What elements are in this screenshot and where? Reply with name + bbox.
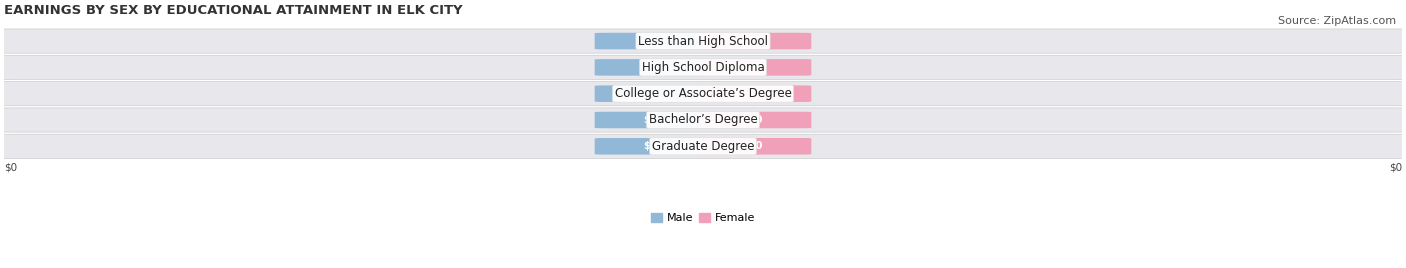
Text: $0: $0 bbox=[748, 115, 762, 125]
Text: $0: $0 bbox=[644, 141, 658, 151]
FancyBboxPatch shape bbox=[700, 85, 811, 102]
Text: Source: ZipAtlas.com: Source: ZipAtlas.com bbox=[1278, 16, 1396, 26]
Text: $0: $0 bbox=[644, 115, 658, 125]
FancyBboxPatch shape bbox=[595, 85, 706, 102]
Text: Bachelor’s Degree: Bachelor’s Degree bbox=[648, 113, 758, 126]
Text: $0: $0 bbox=[1389, 163, 1402, 173]
Text: $0: $0 bbox=[4, 163, 17, 173]
Text: $0: $0 bbox=[644, 36, 658, 46]
Text: EARNINGS BY SEX BY EDUCATIONAL ATTAINMENT IN ELK CITY: EARNINGS BY SEX BY EDUCATIONAL ATTAINMEN… bbox=[4, 4, 463, 17]
Text: $0: $0 bbox=[748, 89, 762, 99]
FancyBboxPatch shape bbox=[0, 108, 1406, 132]
FancyBboxPatch shape bbox=[700, 33, 811, 49]
FancyBboxPatch shape bbox=[0, 29, 1406, 53]
FancyBboxPatch shape bbox=[700, 59, 811, 76]
Text: $0: $0 bbox=[644, 89, 658, 99]
Text: High School Diploma: High School Diploma bbox=[641, 61, 765, 74]
FancyBboxPatch shape bbox=[595, 59, 706, 76]
FancyBboxPatch shape bbox=[0, 55, 1406, 80]
Text: $0: $0 bbox=[748, 36, 762, 46]
FancyBboxPatch shape bbox=[595, 33, 706, 49]
FancyBboxPatch shape bbox=[595, 112, 706, 128]
FancyBboxPatch shape bbox=[0, 134, 1406, 158]
Text: $0: $0 bbox=[748, 141, 762, 151]
Text: $0: $0 bbox=[748, 62, 762, 72]
FancyBboxPatch shape bbox=[700, 138, 811, 155]
Text: College or Associate’s Degree: College or Associate’s Degree bbox=[614, 87, 792, 100]
FancyBboxPatch shape bbox=[700, 112, 811, 128]
FancyBboxPatch shape bbox=[0, 81, 1406, 106]
Text: $0: $0 bbox=[644, 62, 658, 72]
FancyBboxPatch shape bbox=[595, 138, 706, 155]
Text: Less than High School: Less than High School bbox=[638, 35, 768, 47]
Legend: Male, Female: Male, Female bbox=[647, 208, 759, 228]
Text: Graduate Degree: Graduate Degree bbox=[652, 140, 754, 153]
